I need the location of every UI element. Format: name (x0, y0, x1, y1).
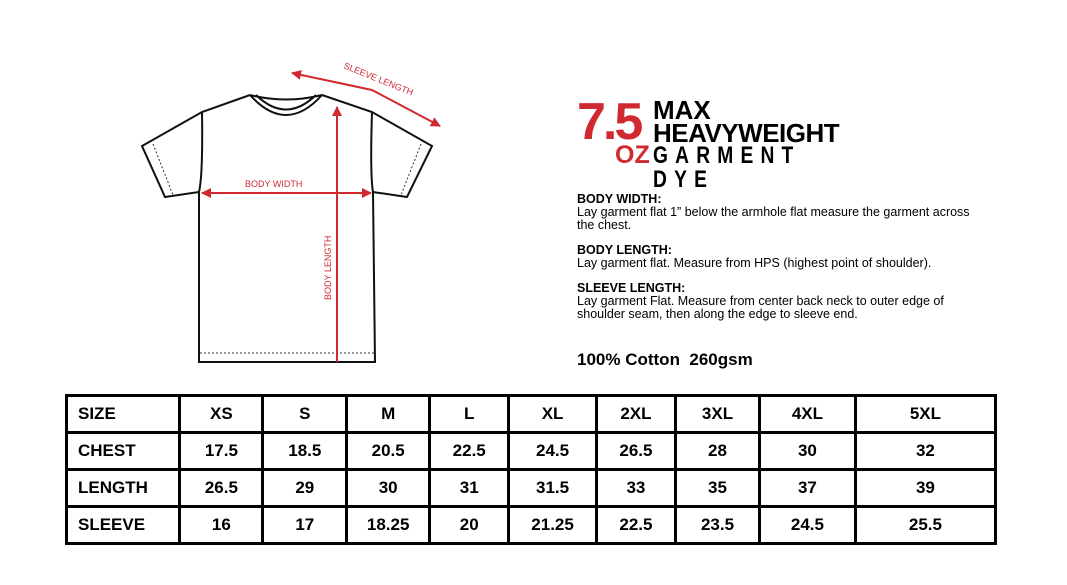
table-row: SLEEVE 16 17 18.25 20 21.25 22.5 23.5 24.5 25.5 (64, 505, 998, 545)
table-cell: 18.25 (345, 505, 432, 545)
table-cell: 30 (757, 431, 857, 471)
instruction-text: Lay garment Flat. Measure from center ba… (577, 294, 944, 321)
table-cell: 28 (674, 431, 761, 471)
logo-line1: MAX (653, 95, 711, 125)
table-cell: 35 (674, 468, 761, 508)
sleeve-length-arrow (291, 69, 441, 127)
header-cell: 4XL (757, 394, 857, 434)
header-cell: SIZE (64, 394, 182, 434)
table-row: SIZE XS S M L XL 2XL 3XL 4XL 5XL (64, 394, 998, 434)
tshirt-outline (140, 94, 434, 363)
table-cell: 29 (261, 468, 349, 508)
table-cell: 31 (428, 468, 511, 508)
table-cell: 20.5 (345, 431, 432, 471)
table-cell: 23.5 (674, 505, 761, 545)
table-cell: 39 (853, 468, 998, 508)
table-cell: 17 (261, 505, 349, 545)
table-cell: 20 (428, 505, 511, 545)
table-cell: 22.5 (428, 431, 511, 471)
table-cell: 33 (594, 468, 678, 508)
logo: 7.5 OZ MAX HEAVYWEIGHT GARMENT DYE (577, 93, 877, 192)
table-cell: 21.25 (507, 505, 598, 545)
table-cell: 17.5 (178, 431, 265, 471)
logo-weight: 7.5 (577, 93, 643, 151)
row-label: LENGTH (64, 468, 182, 508)
table-cell: 18.5 (261, 431, 349, 471)
row-label: CHEST (64, 431, 182, 471)
fabric-info: 100% Cotton 260gsm (577, 350, 753, 369)
instruction-text: Lay garment flat 1” below the armhole fl… (577, 205, 970, 232)
table-cell: 26.5 (594, 431, 678, 471)
table-cell: 30 (345, 468, 432, 508)
table-cell: 22.5 (594, 505, 678, 545)
logo-line3: GARMENT DYE (653, 142, 801, 193)
instruction-title: SLEEVE LENGTH: (577, 281, 686, 295)
table-cell: 37 (757, 468, 857, 508)
table-cell: 16 (178, 505, 265, 545)
logo-unit: OZ (615, 141, 650, 169)
instruction-title: BODY LENGTH: (577, 243, 672, 257)
sleeve-length-label: SLEEVE LENGTH (342, 61, 414, 98)
table-cell: 25.5 (853, 505, 998, 545)
table-cell: 24.5 (757, 505, 857, 545)
collar (249, 94, 323, 116)
table-cell: 24.5 (507, 431, 598, 471)
header-cell: XL (507, 394, 598, 434)
tshirt-diagram: BODY WIDTH BODY LENGTH SLEEVE LENGTH (140, 61, 441, 363)
header-cell: S (261, 394, 349, 434)
size-chart-table: SIZE XS S M L XL 2XL 3XL 4XL 5XL CHEST 17.5 18.5 20.5… (64, 394, 998, 545)
header-cell: 3XL (674, 394, 761, 434)
body-length-label: BODY LENGTH (323, 236, 333, 300)
body-width-label: BODY WIDTH (245, 179, 302, 189)
table-cell: 26.5 (178, 468, 265, 508)
measurement-instructions: BODY WIDTH: Lay garment flat 1” below the… (577, 193, 977, 333)
header-cell: 2XL (594, 394, 678, 434)
header-cell: 5XL (853, 394, 998, 434)
instruction-title: BODY WIDTH: (577, 192, 662, 206)
instruction-text: Lay garment flat. Measure from HPS (high… (577, 256, 932, 270)
table-row: LENGTH 26.5 29 30 31 31.5 33 35 37 39 (64, 468, 998, 508)
row-label: SLEEVE (64, 505, 182, 545)
header-cell: XS (178, 394, 265, 434)
logo-line2: HEAVYWEIGHT (653, 118, 840, 148)
header-cell: M (345, 394, 432, 434)
table-cell: 32 (853, 431, 998, 471)
table-cell: 31.5 (507, 468, 598, 508)
header-cell: L (428, 394, 511, 434)
table-row: CHEST 17.5 18.5 20.5 22.5 24.5 26.5 28 30 32 (64, 431, 998, 471)
